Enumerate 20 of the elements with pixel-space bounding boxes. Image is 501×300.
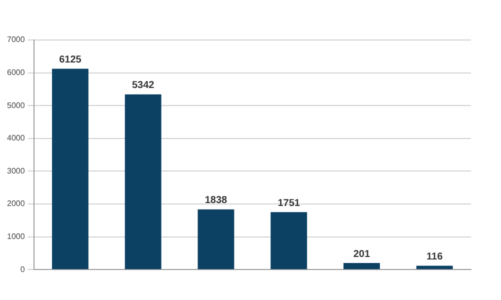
data-label: 116 [426,252,444,263]
bar [198,209,234,270]
data-label: 1751 [278,198,300,209]
y-tick-label: 2000 [7,199,26,208]
data-label: 6125 [59,54,82,66]
bar [52,68,88,270]
y-tick-label: 4000 [7,134,26,143]
bar [343,263,380,270]
data-label: 201 [353,248,370,260]
bar [416,266,453,270]
data-label: 5342 [132,80,155,92]
bar [124,94,162,270]
y-tick-label: 3000 [7,166,26,176]
y-tick-label: 5000 [7,100,26,110]
y-tick-label: 6000 [7,68,26,78]
y-tick-label: 0 [20,264,26,274]
y-tick-label: 7000 [7,35,26,44]
bar [270,212,308,270]
data-label: 1838 [204,195,228,206]
y-tick-label: 1000 [7,232,26,242]
